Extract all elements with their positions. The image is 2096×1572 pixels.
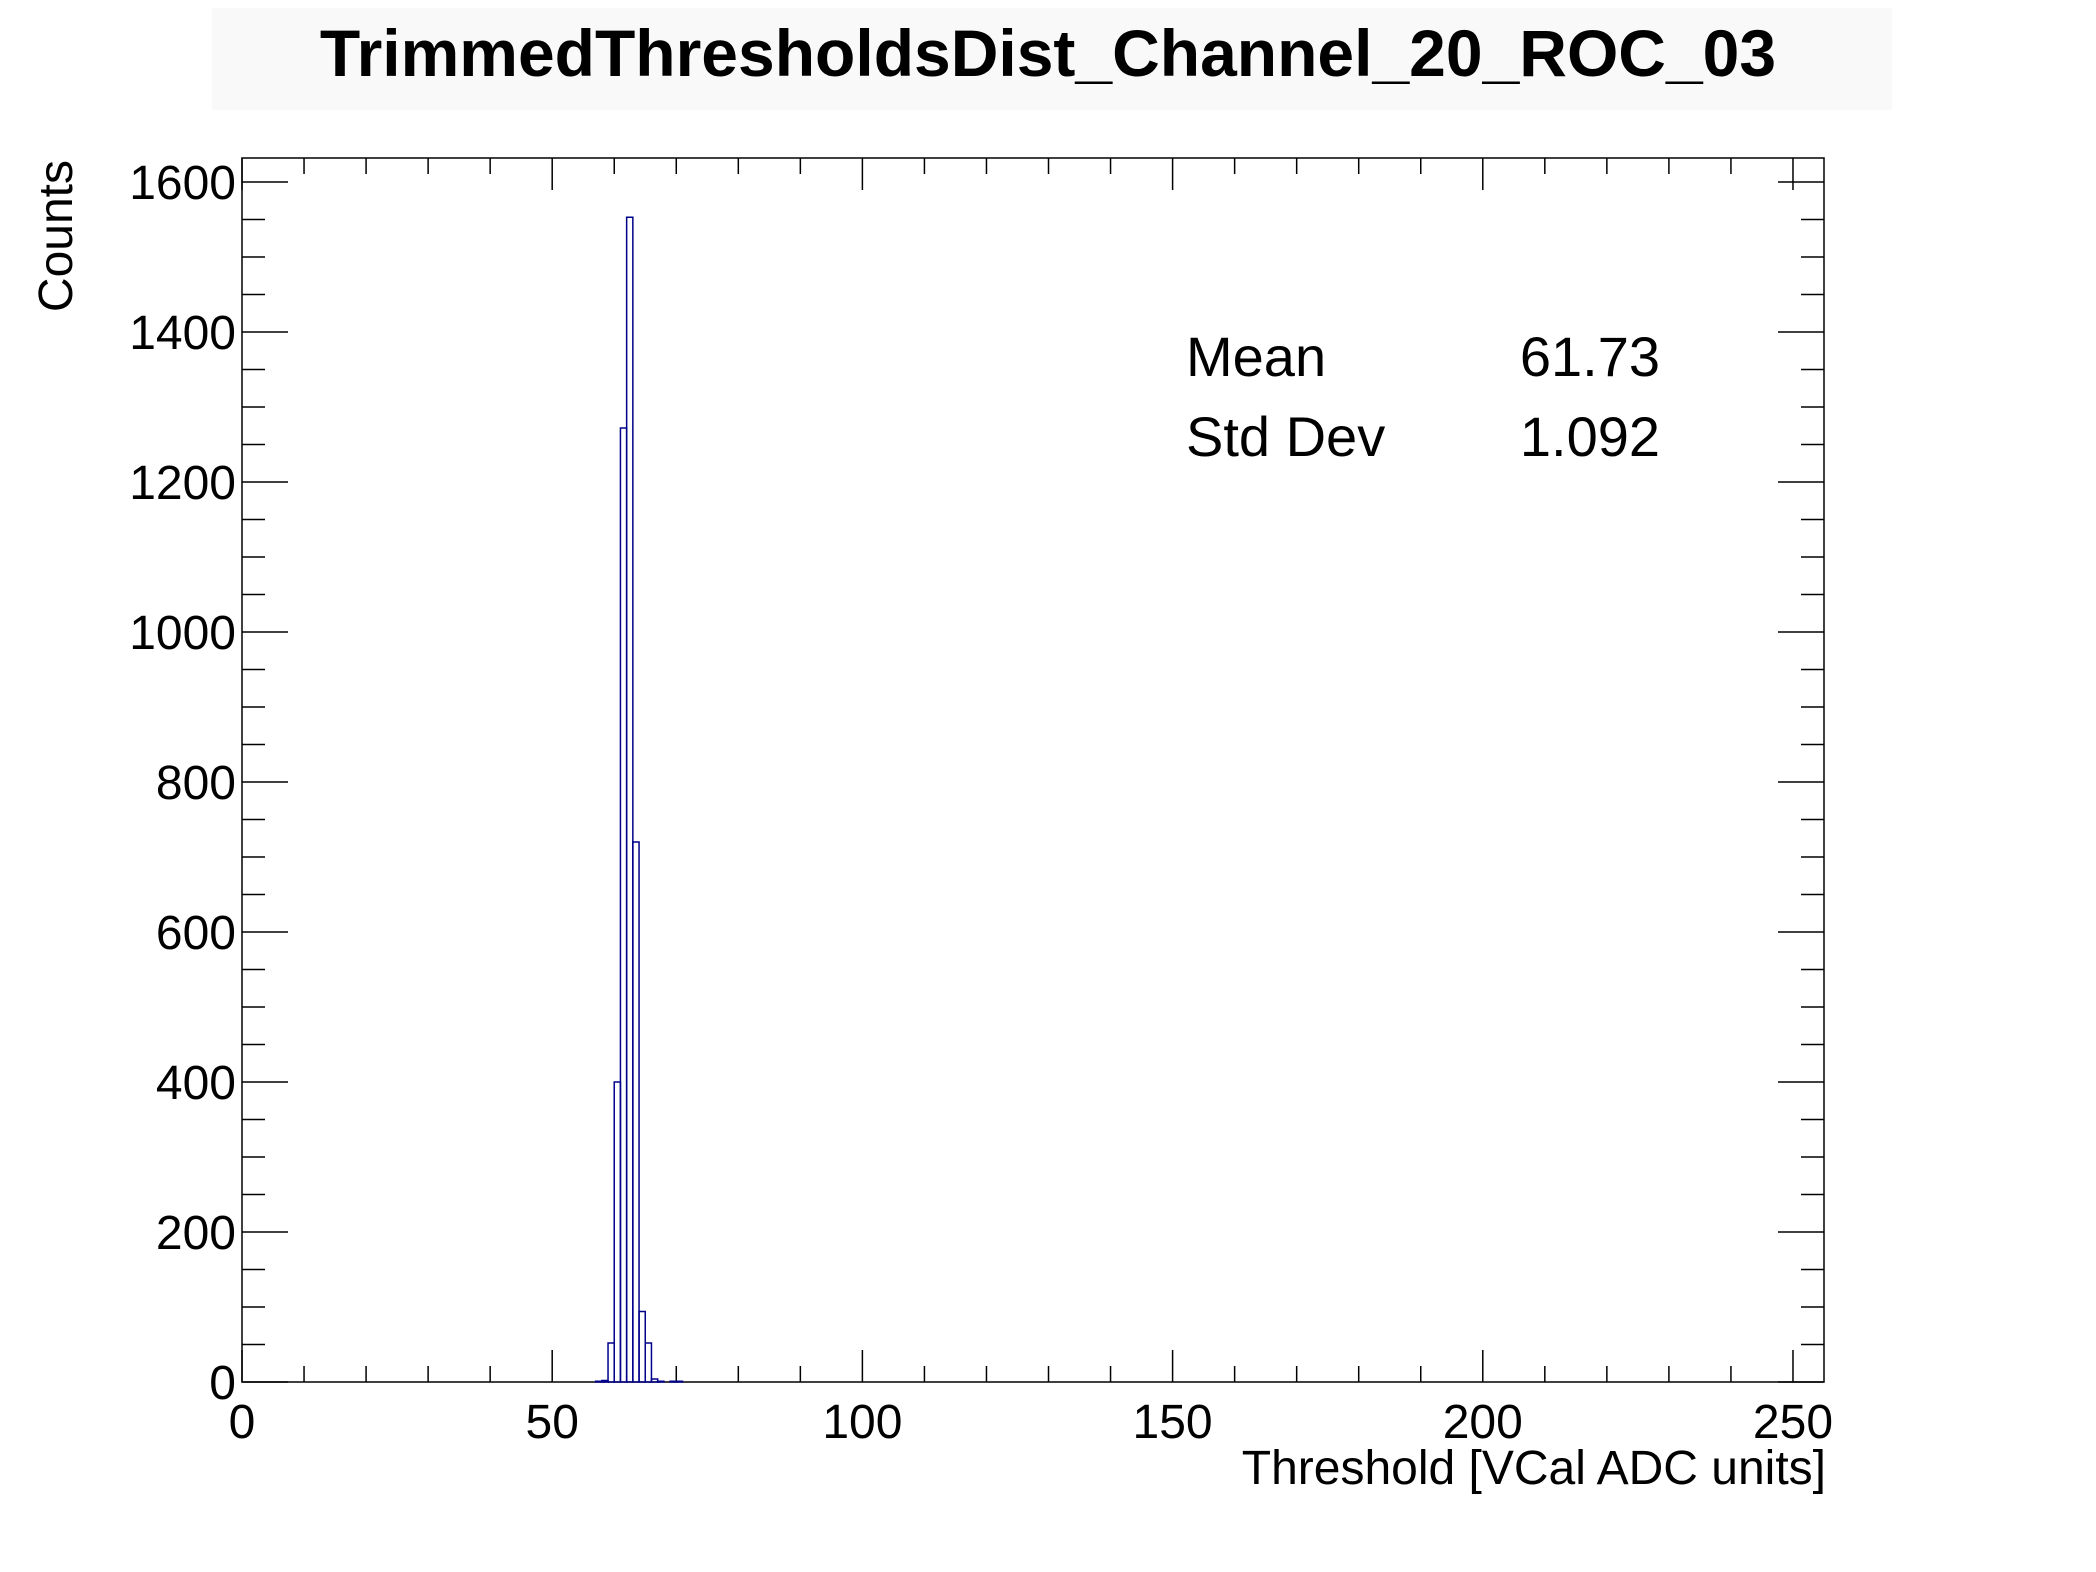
histogram-bin (601, 1379, 609, 1383)
histogram-bin (625, 216, 634, 1383)
histogram-bin (669, 1380, 678, 1383)
x-tick-label: 200 (1443, 1396, 1523, 1449)
title-background (212, 8, 1892, 110)
y-axis-label: Counts (30, 160, 83, 312)
y-tick-label: 400 (156, 1057, 236, 1110)
histogram-bars (594, 216, 684, 1383)
y-tick-label: 1400 (129, 307, 236, 360)
y-tick-label: 600 (156, 907, 236, 960)
y-tick-label: 1600 (129, 157, 236, 210)
histogram-bin (619, 427, 628, 1383)
y-tick-labels: 0 200 400 600 800 1000 1200 1400 1600 (129, 157, 236, 1410)
stats-stddev-value: 1.092 (1520, 405, 1660, 468)
axis-ticks (241, 158, 1824, 1383)
chart-title: TrimmedThresholdsDist_Channel_20_ROC_03 (320, 16, 1776, 90)
stats-mean-label: Mean (1186, 325, 1326, 388)
x-tick-label: 50 (526, 1396, 579, 1449)
stats-stddev-label: Std Dev (1186, 405, 1385, 468)
histogram-bin (656, 1380, 665, 1383)
y-tick-label: 1200 (129, 457, 236, 510)
x-axis-label: Threshold [VCal ADC units] (1242, 1442, 1826, 1495)
histogram-bin (644, 1342, 653, 1383)
x-tick-label: 250 (1753, 1396, 1833, 1449)
stats-mean-value: 61.73 (1520, 325, 1660, 388)
stats-box: Mean 61.73 Std Dev 1.092 (1186, 325, 1660, 468)
plot-frame (241, 157, 1825, 1383)
y-tick-label: 0 (209, 1357, 236, 1410)
histogram-bin (594, 1380, 603, 1383)
histogram-bin (613, 1081, 622, 1383)
histogram-bin (632, 841, 640, 1383)
histogram-bin (650, 1378, 659, 1383)
x-tick-label: 150 (1133, 1396, 1213, 1449)
y-tick-label: 200 (156, 1207, 236, 1260)
x-tick-label: 100 (822, 1396, 902, 1449)
x-tick-label: 0 (229, 1396, 256, 1449)
y-tick-label: 800 (156, 757, 236, 810)
x-tick-labels: 0 50 100 150 200 250 (229, 1396, 1833, 1449)
histogram-bin (607, 1342, 615, 1383)
histogram-bin (638, 1310, 647, 1383)
histogram-bin (675, 1380, 684, 1383)
y-tick-label: 1000 (129, 607, 236, 660)
